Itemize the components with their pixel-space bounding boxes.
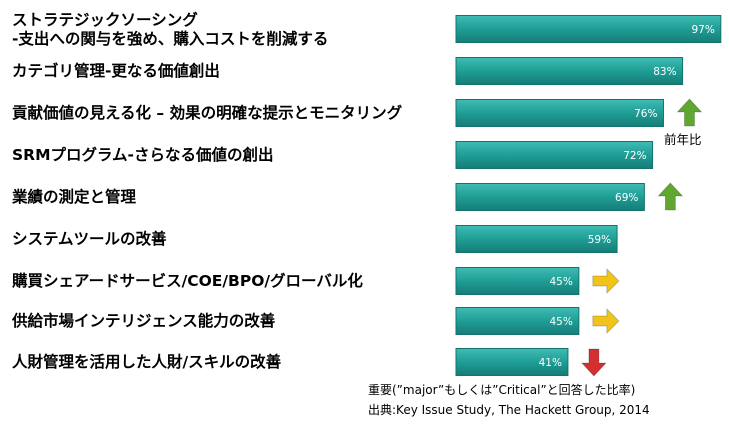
- category-label-4: 業績の測定と管理: [12, 188, 137, 206]
- trend-up-arrow-icon-4: [657, 182, 684, 211]
- yoy-annotation: 前年比: [664, 132, 702, 147]
- trend-down-arrow-icon-8: [581, 348, 607, 377]
- bar-2: [455, 99, 664, 127]
- category-label-2: 貢献価値の見える化 – 効果の明確な提示とモニタリング: [12, 104, 403, 122]
- category-label-6: 購買シェアードサービス/COE/BPO/グローバル化: [12, 272, 363, 290]
- category-label-5: システムツールの改善: [12, 230, 167, 248]
- bar-3: [455, 141, 654, 169]
- bar-7: [455, 307, 580, 335]
- bar-value-label-1: 83%: [653, 66, 676, 78]
- bar-1: [455, 57, 684, 85]
- bar-5: [455, 225, 618, 253]
- category-label-3: SRMプログラム-さらなる価値の創出: [12, 146, 274, 164]
- bar-value-label-0: 97%: [691, 24, 714, 36]
- category-label-7: 供給市場インテリジェンス能力の改善: [12, 312, 276, 330]
- footnote-source: 出典:Key Issue Study, The Hackett Group, 2…: [368, 403, 650, 417]
- category-label-1: カテゴリ管理-更なる価値創出: [12, 62, 220, 80]
- bar-value-label-4: 69%: [615, 192, 638, 204]
- bar-0: [455, 15, 722, 43]
- category-label-0: ストラテジックソーシング -支出への関与を強め、購入コストを削減する: [12, 11, 329, 48]
- trend-up-arrow-icon-2: [676, 98, 703, 127]
- trend-flat-arrow-icon-7: [592, 308, 620, 334]
- category-label-8: 人財管理を活用した人財/スキルの改善: [12, 353, 282, 371]
- bar-6: [455, 267, 580, 295]
- trend-flat-arrow-icon-6: [592, 268, 620, 294]
- bar-value-label-6: 45%: [550, 276, 573, 288]
- bar-value-label-8: 41%: [539, 357, 562, 369]
- bar-8: [455, 348, 569, 376]
- bar-4: [455, 183, 645, 211]
- footnote-importance: 重要(”major”もしくは”Critical”と回答した比率): [368, 383, 636, 397]
- bar-value-label-2: 76%: [634, 108, 657, 120]
- bar-value-label-3: 72%: [623, 150, 646, 162]
- bar-value-label-5: 59%: [588, 234, 611, 246]
- bar-value-label-7: 45%: [550, 316, 573, 328]
